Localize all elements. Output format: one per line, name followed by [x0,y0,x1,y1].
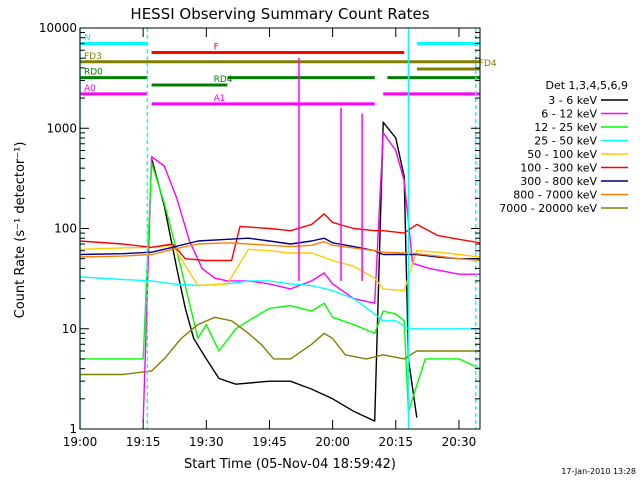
legend-label-0: 3 - 6 keV [548,94,597,107]
state-label-n: N [84,34,91,44]
x-tick-label-6: 20:30 [442,435,477,449]
state-bars: N F FD3 FD4 RD0 RD4 A0 A1 [80,34,497,106]
legend-label-7: 800 - 7000 keV [513,189,597,202]
y-axis-label: Count Rate (s⁻¹ detector⁻¹) [13,142,28,319]
legend-label-3: 25 - 50 keV [534,135,597,148]
x-tick-label-2: 19:30 [189,435,224,449]
state-label-f: F [214,42,219,52]
timestamp: 17-Jan-2010 13:28 [561,467,636,476]
legend-label-6: 300 - 800 keV [520,175,597,188]
legend-label-1: 6 - 12 keV [541,108,597,121]
x-tick-label-1: 19:15 [126,435,161,449]
x-axis-label: Start Time (05-Nov-04 18:59:42) [184,457,396,472]
series-line-8 [80,316,480,376]
series-line-1 [142,132,480,422]
state-label-rd0: RD0 [84,68,103,78]
legend-label-5: 100 - 300 keV [520,162,597,175]
chart-title: HESSI Observing Summary Count Rates [130,5,429,23]
y-tick-label-4: 10000 [39,21,77,35]
y-tick-label-0: 1 [69,422,77,436]
series-line-0 [150,121,418,422]
series-line-4 [79,244,481,292]
legend-label-4: 50 - 100 keV [527,148,597,161]
y-tick-label-3: 1000 [46,121,77,135]
y-tick-label-1: 10 [62,322,77,336]
x-tick-label-0: 19:00 [63,435,98,449]
state-label-fd3: FD3 [84,52,102,62]
state-label-rd4: RD4 [214,75,233,85]
series-line-7 [79,240,481,262]
state-label-a1: A1 [214,94,226,104]
plot-frame [79,27,481,430]
legend-title: Det 1,3,4,5,6,9 [545,79,628,92]
legend-label-8: 7000 - 20000 keV [499,202,597,215]
axes: 19:00 19:15 19:30 19:45 20:00 20:15 20:30 1 10 10… [39,21,480,449]
series-line-6 [79,237,480,260]
x-tick-label-3: 19:45 [252,435,287,449]
vertical-markers [79,28,477,429]
x-tick-label-5: 20:15 [378,435,413,449]
series-lines [79,58,481,422]
state-label-fd4: FD4 [479,59,497,69]
series-line-2 [80,162,481,412]
state-label-a0: A0 [84,84,96,94]
series-line-3 [79,276,480,330]
legend-label-2: 12 - 25 keV [534,121,597,134]
y-tick-label-2: 100 [54,222,77,236]
x-tick-label-4: 20:00 [315,435,350,449]
